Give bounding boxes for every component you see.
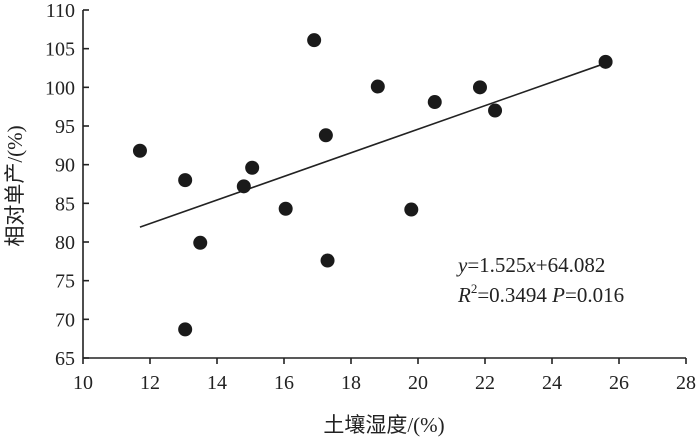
x-tick-label: 18 — [341, 372, 361, 394]
data-point — [193, 235, 208, 250]
y-tick-label: 80 — [55, 232, 75, 254]
x-tick-label: 20 — [408, 372, 428, 394]
data-point — [178, 322, 193, 337]
y-axis-title: 相对单产/(%) — [3, 125, 27, 246]
equation-slope: =1.525 — [467, 253, 526, 277]
data-point — [245, 160, 260, 175]
data-point — [488, 103, 503, 118]
data-point — [178, 173, 193, 188]
y-tick-label: 90 — [55, 155, 75, 177]
regression-stats: R2=0.3494 P=0.016 — [457, 281, 624, 307]
regression-equation: y=1.525x+64.082 — [456, 253, 605, 277]
data-point — [472, 80, 487, 95]
y-tick-label: 105 — [45, 39, 75, 61]
data-point — [404, 202, 419, 217]
data-point — [278, 201, 293, 216]
x-tick-label: 12 — [140, 372, 160, 394]
stats-p-symbol: P — [551, 283, 565, 307]
x-tick-label: 14 — [207, 372, 227, 394]
x-tick-label: 16 — [274, 372, 294, 394]
data-point — [236, 179, 251, 194]
trend-line — [139, 62, 606, 228]
y-tick-label: 110 — [46, 0, 75, 22]
y-tick-label: 100 — [45, 77, 75, 99]
x-tick-label: 24 — [542, 372, 562, 394]
data-point — [427, 95, 442, 110]
equation-y-symbol: y — [456, 253, 468, 277]
stats-r2-value: =0.3494 — [477, 283, 552, 307]
y-tick-label: 75 — [55, 271, 75, 293]
equation-intercept: +64.082 — [536, 253, 606, 277]
stats-p-value: =0.016 — [565, 283, 624, 307]
data-point — [370, 79, 385, 94]
y-tick-label: 85 — [55, 193, 75, 215]
data-point — [132, 143, 147, 158]
stats-r-superscript: 2 — [471, 281, 478, 296]
x-tick-label: 10 — [73, 372, 93, 394]
data-point — [320, 253, 335, 268]
x-tick-label: 22 — [475, 372, 495, 394]
x-axis-ticks: 10 12 14 16 18 20 22 24 26 28 — [73, 358, 696, 394]
data-points — [132, 33, 613, 337]
data-point — [318, 128, 333, 143]
y-axis-ticks: 65 70 75 80 85 90 95 100 105 110 — [45, 0, 89, 370]
x-tick-label: 26 — [609, 372, 629, 394]
data-point — [307, 33, 322, 48]
y-tick-label: 70 — [55, 309, 75, 331]
stats-r-symbol: R — [457, 283, 471, 307]
x-tick-label: 28 — [676, 372, 696, 394]
x-axis-title: 土壤湿度/(%) — [323, 413, 444, 437]
y-tick-label: 95 — [55, 116, 75, 138]
plot-area: 65 70 75 80 85 90 95 100 105 110 10 12 14 16 18 20 22 24… — [45, 0, 696, 394]
equation-x-symbol: x — [525, 253, 536, 277]
data-point — [598, 54, 613, 69]
y-tick-label: 65 — [55, 348, 75, 370]
